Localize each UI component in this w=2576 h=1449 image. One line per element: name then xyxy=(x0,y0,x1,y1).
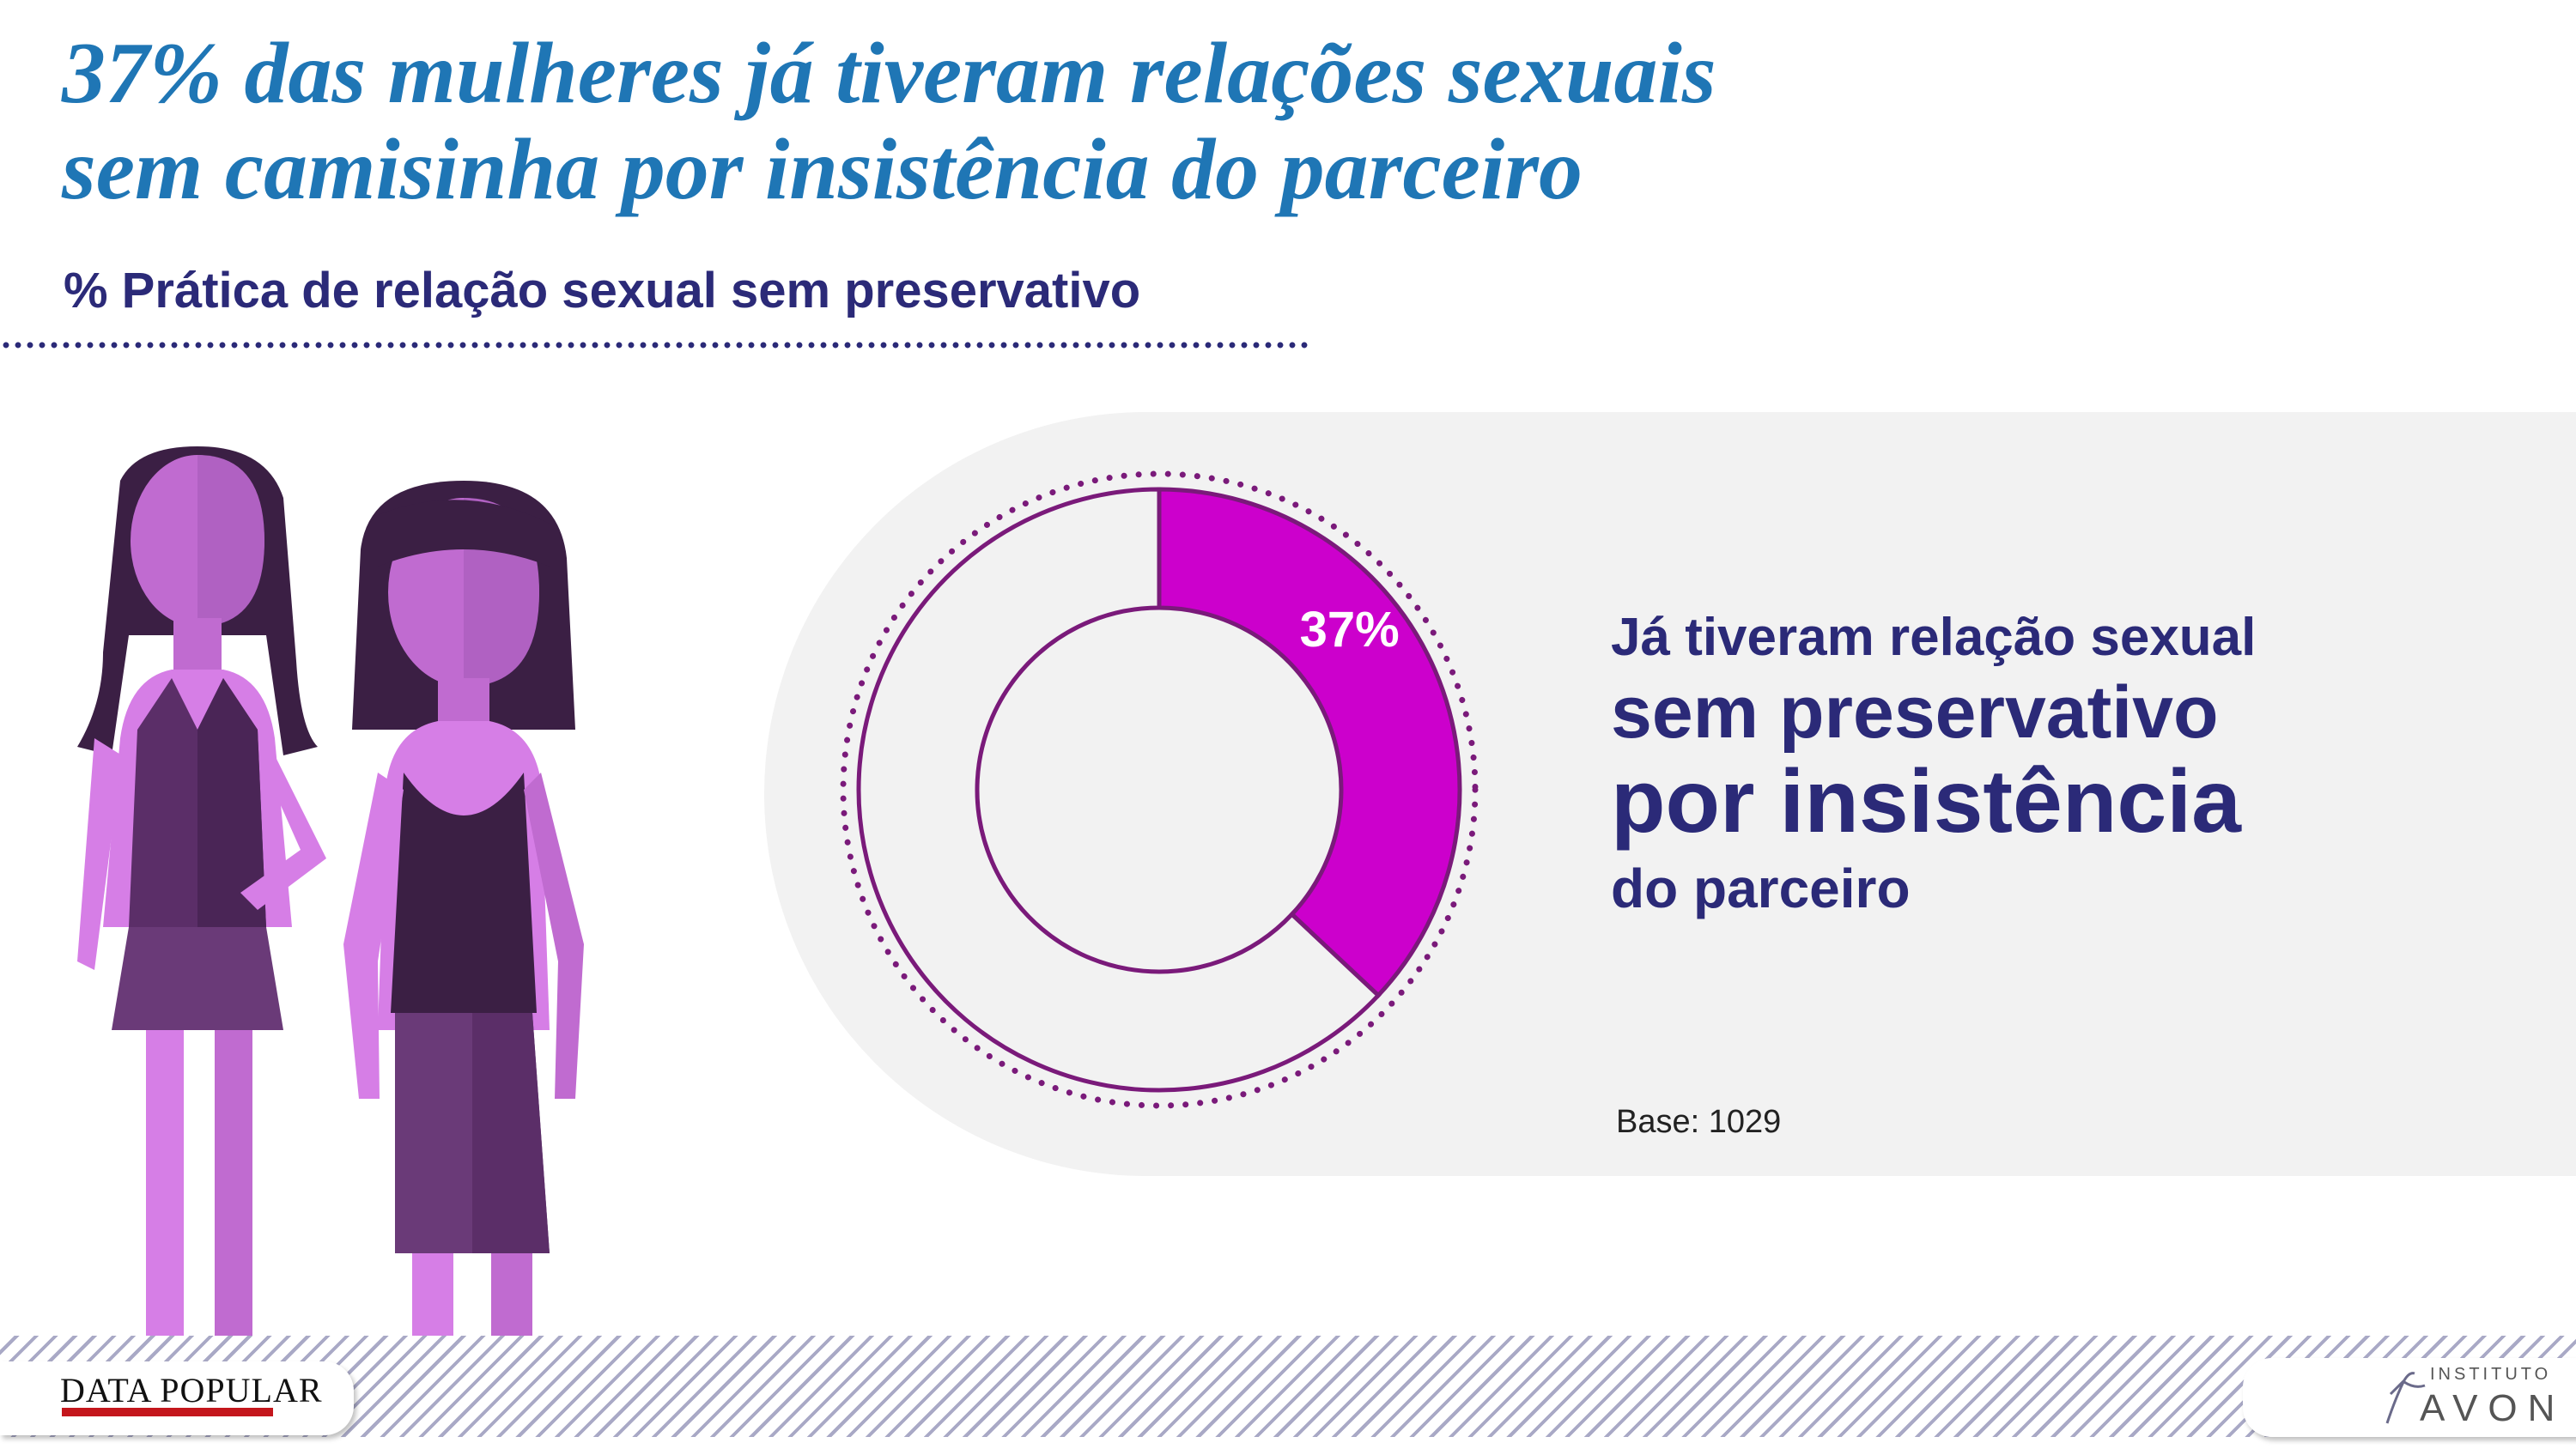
data-popular-logo-text: DATA POPULAR xyxy=(60,1371,323,1410)
data-popular-logo xyxy=(0,1361,354,1435)
donut-dotted-ring xyxy=(840,470,1479,1109)
callout-line-1: Já tiveram relação sexual xyxy=(1611,608,2257,667)
callout-line-4: do parceiro xyxy=(1611,858,1911,919)
donut-chart: 37% xyxy=(840,470,1479,1109)
title-line-2: sem camisinha por insistência do parceir… xyxy=(62,121,1583,218)
chart-subtitle: % Prática de relação sexual sem preserva… xyxy=(64,263,1141,318)
data-popular-logo-bar xyxy=(62,1408,273,1416)
hatched-footer xyxy=(0,1336,2576,1437)
page-title: 37% das mulheres já tiveram relações sex… xyxy=(62,26,2123,218)
dotted-divider xyxy=(0,342,1312,349)
donut-slices xyxy=(856,487,1462,1093)
callout-text: Já tiveram relação sexual sem preservati… xyxy=(1611,604,2256,927)
sample-base: Base: 1029 xyxy=(1616,1104,1782,1140)
donut-slice-rest xyxy=(856,487,1382,1093)
callout-line-2: sem preservativo xyxy=(1611,671,2219,754)
donut-slice-highlight xyxy=(1157,487,1462,999)
avon-figure-icon xyxy=(2385,1372,2426,1424)
title-line-1: 37% das mulheres já tiveram relações sex… xyxy=(62,25,1716,122)
instituto-avon-logo xyxy=(2243,1358,2576,1437)
women-illustration-icon xyxy=(77,446,584,1428)
avon-logo-line-2: AVON xyxy=(2420,1387,2566,1429)
data-label-37: 37% xyxy=(1300,602,1400,658)
callout-line-3: por insistência xyxy=(1611,752,2241,852)
avon-logo-line-1: INSTITUTO xyxy=(2430,1365,2552,1384)
